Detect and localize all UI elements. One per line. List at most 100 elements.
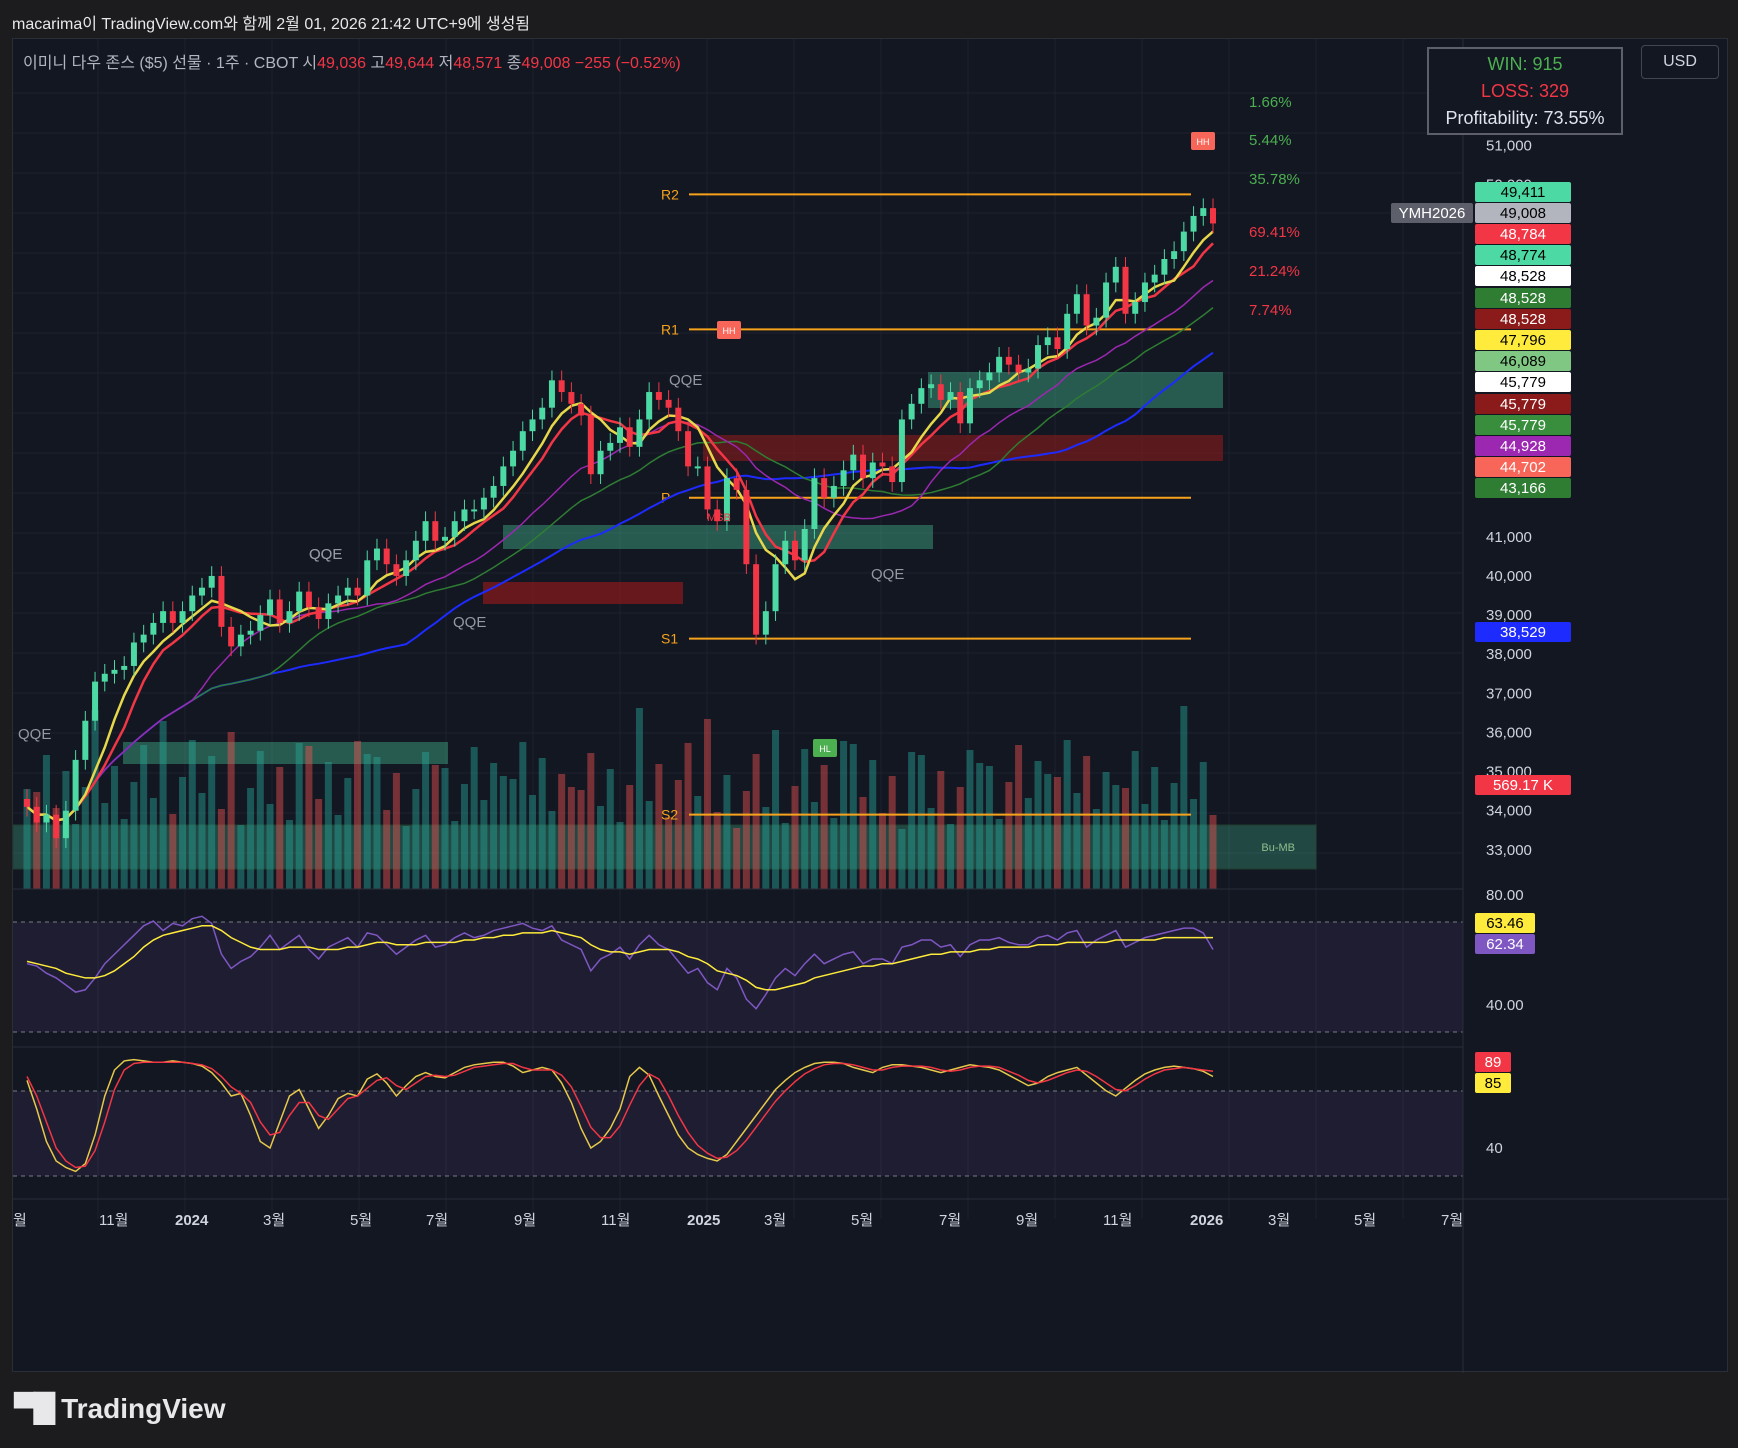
candle-body — [966, 388, 973, 424]
symbol-name: 이미니 다우 존스 ($5) 선물 · 1주 · CBOT — [23, 55, 298, 72]
volume-bar — [577, 790, 585, 889]
volume-bar — [1044, 774, 1052, 889]
rsi-tag-text: 63.46 — [1486, 915, 1524, 932]
volume-bar — [694, 796, 702, 889]
price-tag-bg — [1475, 203, 1571, 223]
volume-bar — [558, 774, 566, 889]
volume-bar — [616, 822, 624, 889]
volume-bar — [402, 826, 410, 889]
candle-body — [607, 442, 614, 451]
volume-bar — [52, 808, 60, 889]
volume-bar — [674, 780, 682, 889]
candle-body — [412, 540, 419, 561]
candle-body — [1161, 259, 1168, 275]
volume-bar — [1112, 785, 1120, 889]
candle-body — [169, 611, 176, 623]
ma-green — [26, 307, 1214, 822]
pivot-label: S2 — [661, 807, 678, 823]
candle-body — [305, 591, 312, 608]
volume-bar — [1005, 782, 1013, 889]
volume-bar — [1015, 745, 1023, 889]
volume-bar — [101, 803, 109, 889]
price-tag-bg — [1475, 436, 1571, 456]
candles — [24, 198, 1216, 848]
candle-body — [364, 560, 371, 596]
volume-bar — [908, 752, 916, 889]
volume-bar — [480, 800, 488, 889]
candle-body — [286, 611, 293, 623]
candle-body — [1083, 294, 1090, 326]
page-header: macarima이 TradingView.com와 함께 2월 01, 202… — [0, 0, 1738, 38]
volume-bar — [947, 824, 955, 889]
candle-body — [791, 540, 798, 561]
zones: Bu-MB — [13, 372, 1317, 870]
volume-bar — [772, 730, 780, 889]
candle-body — [335, 595, 342, 604]
candle-body — [130, 642, 137, 666]
price-tag-bg — [1475, 288, 1571, 308]
tradingview-logo[interactable]: ▀█ TradingView — [14, 1392, 226, 1425]
candle-body — [704, 466, 711, 510]
candle-body — [879, 462, 886, 467]
volume-bar — [665, 817, 673, 889]
rsi-tag-bg — [1475, 913, 1535, 933]
price-tag-text: 48,774 — [1500, 247, 1546, 264]
candle-body — [519, 431, 526, 451]
time-tick: 5월 — [1354, 1212, 1376, 1229]
volume-bar — [1199, 762, 1207, 889]
volume-bar — [451, 821, 459, 889]
chart-frame[interactable]: Bu-MB R2 R1 P S1 S2 QQE QQE QQE QQE QQE QQE HH HH HL… — [12, 38, 1729, 1373]
candle-body — [1073, 294, 1080, 314]
candle-body — [373, 548, 380, 561]
time-tick: 5월 — [851, 1212, 873, 1229]
rsi-tick: 40.00 — [1486, 997, 1524, 1014]
volume-bar — [140, 745, 148, 889]
candle-body — [928, 384, 935, 389]
candle-body — [344, 587, 351, 596]
price-tag-text: 48,528 — [1500, 311, 1546, 328]
volume-bar — [1034, 761, 1042, 889]
price-tag-text: 38,529 — [1500, 624, 1546, 641]
candle-body — [82, 720, 89, 760]
candle-body — [218, 575, 225, 627]
target-percent: 1.66% — [1249, 94, 1292, 111]
volume-bar — [937, 771, 945, 889]
volume-bar — [849, 744, 857, 889]
price-tick: 38,000 — [1486, 646, 1532, 663]
volume-bar — [266, 804, 274, 889]
volume-bar — [1160, 820, 1168, 889]
candle-body — [140, 634, 147, 643]
stoch-tick: 40 — [1486, 1140, 1503, 1157]
stoch-k-line — [26, 1058, 1214, 1173]
volume-bar — [1024, 798, 1032, 889]
price-tick: 33,000 — [1486, 842, 1532, 859]
volume-bar — [587, 753, 595, 889]
price-tick: 36,000 — [1486, 724, 1532, 741]
currency-button[interactable]: USD — [1641, 45, 1719, 79]
candle-body — [150, 622, 157, 635]
volume-bar — [1053, 777, 1061, 889]
volume-bar — [470, 747, 478, 889]
candle-body — [665, 399, 672, 408]
rsi-tick: 80.00 — [1486, 887, 1524, 904]
volume-bar — [363, 754, 371, 889]
price-tag-bg — [1475, 182, 1571, 202]
price-tag-bg — [1475, 622, 1571, 642]
candle-body — [1141, 282, 1148, 303]
axes: 52,00051,00050,00041,00040,00039,00038,0… — [13, 39, 1729, 1373]
candle-body — [393, 564, 400, 576]
candle-body — [257, 615, 264, 631]
supply-zone — [703, 435, 1223, 461]
close-value: 49,008 — [521, 55, 571, 72]
volume-bar — [198, 793, 206, 889]
profitability: Profitability: 73.55% — [1445, 108, 1605, 128]
time-tick: 3월 — [764, 1212, 786, 1229]
stoch-tag-bg — [1475, 1073, 1511, 1093]
time-tick: 2025 — [687, 1212, 720, 1229]
volume-bar — [791, 786, 799, 889]
volume-bar — [597, 806, 605, 889]
price-tag-text: 45,779 — [1500, 417, 1546, 434]
symbol-legend: 이미니 다우 존스 ($5) 선물 · 1주 · CBOT 시49,036 고4… — [23, 49, 681, 73]
price-tag-text: 47,796 — [1500, 332, 1546, 349]
